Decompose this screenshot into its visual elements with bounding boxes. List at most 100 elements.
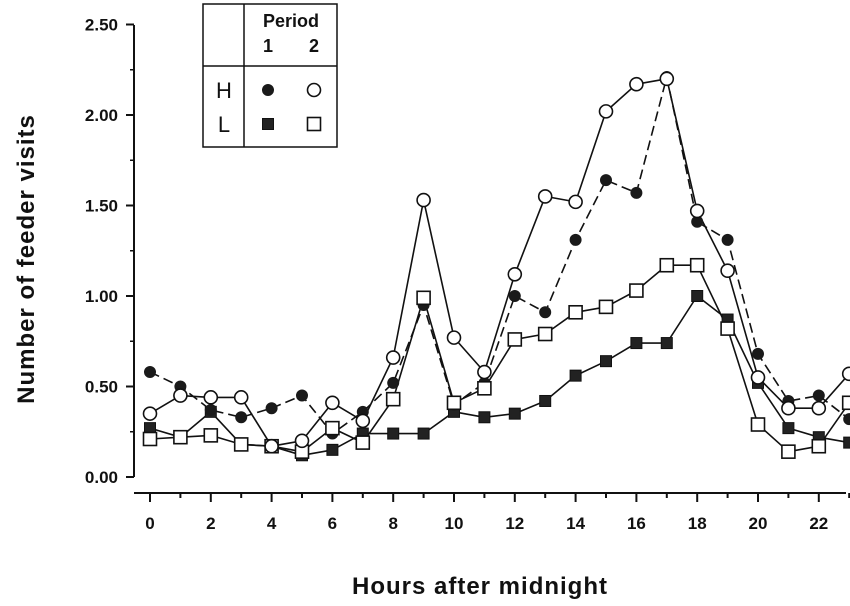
legend-markers: [262, 82, 322, 132]
data-point-h-p2: [507, 266, 523, 282]
legend-row-l: L: [218, 112, 230, 137]
data-point-l-p2: [385, 391, 401, 407]
data-point-l-p2: [811, 438, 827, 454]
data-point-h-p1: [265, 402, 278, 415]
data-point-h-p1: [387, 376, 400, 389]
data-point-l-p2: [841, 395, 850, 411]
axes: 0.00 0.50 1.00 1.50 2.00 2.50 0 2 4 6 8 10 12 14 16 18…: [85, 16, 850, 533]
data-point-h-p1: [721, 233, 734, 246]
x-tick-label: 6: [328, 514, 337, 533]
data-point-h-p2: [689, 203, 705, 219]
data-point-h-p2: [811, 400, 827, 416]
data-point-h-p2: [629, 76, 644, 92]
data-point-h-p1: [539, 306, 552, 319]
data-point-l-p2: [173, 429, 188, 445]
data-point-h-p2: [173, 388, 188, 403]
y-tick-label: 0.00: [85, 468, 118, 487]
data-point-h-p2: [203, 390, 219, 405]
data-point-h-p1: [204, 404, 217, 417]
data-point-h-p2: [233, 390, 249, 405]
series-markers-l-period-2: [142, 257, 850, 459]
legend-header: Period: [263, 11, 319, 31]
data-point-l-p1: [326, 443, 339, 456]
data-point-h-p2: [264, 438, 279, 454]
data-point-h-p2: [781, 400, 796, 416]
data-point-h-p2: [568, 194, 583, 210]
data-point-l-p1: [387, 427, 400, 440]
data-point-h-p1: [752, 347, 764, 360]
x-tick-label: 4: [267, 514, 277, 533]
y-tick-label: 2.50: [85, 16, 118, 35]
x-tick-label: 12: [505, 514, 524, 533]
data-point-h-p1: [569, 233, 582, 246]
y-tick-label: 2.00: [85, 106, 118, 125]
data-point-l-p1: [508, 407, 521, 420]
data-point-h-p2: [598, 104, 614, 119]
y-axis-title: Number of feeder visits: [13, 114, 40, 404]
data-point-h-p2: [446, 330, 462, 345]
y-tick-label: 0.50: [85, 378, 118, 397]
data-point-h-p1: [600, 174, 612, 187]
data-point-l-p1: [600, 355, 612, 368]
x-tick-label: 0: [145, 514, 154, 533]
data-point-h-p2: [385, 350, 401, 365]
x-tick-label: 16: [627, 514, 646, 533]
data-point-h-p1: [843, 413, 850, 426]
data-point-h-p2: [477, 364, 492, 380]
data-point-l-p2: [659, 257, 675, 273]
data-point-h-p2: [537, 189, 553, 204]
legend-marker-h-p1: [262, 84, 274, 96]
data-point-l-p2: [629, 283, 644, 298]
data-point-h-p1: [235, 411, 248, 424]
x-tick-label: 22: [809, 514, 828, 533]
data-point-h-p1: [296, 389, 308, 402]
data-point-h-p2: [294, 433, 310, 449]
data-point-l-p2: [142, 431, 158, 447]
data-point-h-p2: [355, 413, 371, 429]
legend-marker-l-p2: [306, 116, 322, 132]
data-point-l-p2: [720, 321, 735, 336]
data-point-l-p2: [750, 417, 766, 432]
data-point-l-p1: [539, 394, 552, 407]
data-point-l-p1: [417, 427, 430, 440]
data-point-l-p2: [537, 326, 553, 342]
x-tick-label: 18: [688, 514, 707, 533]
x-ticks: 0 2 4 6 8 10 12 14 16 18 20 22: [145, 493, 850, 533]
data-point-l-p1: [630, 337, 643, 350]
legend-marker-h-p2: [306, 82, 322, 98]
data-point-l-p2: [203, 428, 219, 443]
data-point-l-p2: [507, 332, 523, 347]
data-point-l-p1: [691, 290, 704, 302]
legend-col-1: 1: [263, 36, 273, 56]
data-point-l-p2: [446, 395, 462, 411]
data-point-l-p1: [569, 369, 582, 382]
data-point-h-p2: [750, 370, 766, 385]
data-point-l-p1: [843, 436, 850, 449]
legend: Period 1 2 H L: [202, 3, 338, 148]
data-point-h-p2: [720, 263, 735, 278]
data-point-l-p2: [355, 435, 371, 450]
data-point-l-p2: [477, 381, 492, 396]
data-point-l-p1: [782, 422, 795, 435]
data-point-h-p2: [841, 366, 850, 382]
data-point-l-p1: [478, 411, 491, 424]
x-tick-label: 10: [445, 514, 464, 533]
legend-col-2: 2: [309, 36, 319, 56]
data-point-l-p2: [689, 257, 705, 273]
data-point-h-p1: [144, 366, 156, 379]
data-point-l-p2: [568, 304, 583, 320]
data-point-l-p2: [598, 299, 614, 315]
y-tick-label: 1.50: [85, 197, 118, 216]
data-point-h-p2: [416, 192, 431, 208]
y-tick-label: 1.00: [85, 287, 118, 306]
data-point-h-p2: [659, 71, 675, 87]
series-line-h-period-2: [149, 78, 850, 448]
y-ticks: 0.00 0.50 1.00 1.50 2.00 2.50: [85, 16, 134, 487]
legend-marker-l-p1: [262, 118, 274, 130]
x-tick-label: 8: [388, 514, 397, 533]
data-point-l-p2: [233, 437, 249, 452]
data-point-h-p1: [508, 290, 521, 302]
plot-area: [142, 70, 850, 462]
x-tick-label: 14: [566, 514, 585, 533]
